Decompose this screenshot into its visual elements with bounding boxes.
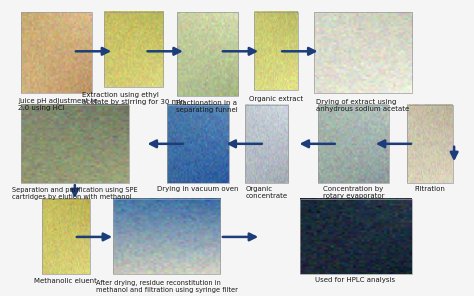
Text: Drying of extract using
anhydrous sodium acetate: Drying of extract using anhydrous sodium… [316,99,409,112]
Text: Separation and purification using SPE
cartridges by elution with methanol: Separation and purification using SPE ca… [12,187,137,200]
Text: Fractionation in a
separating funnel: Fractionation in a separating funnel [176,100,238,113]
Bar [407,105,453,183]
Bar [113,199,220,274]
Text: Used for HPLC analysis: Used for HPLC analysis [316,277,396,283]
Text: Organic
concentrate: Organic concentrate [246,186,288,199]
Bar [318,105,389,183]
Bar [21,105,128,183]
Bar [254,12,298,90]
Text: After drying, residue reconstitution in
methanol and filtration using syringe fi: After drying, residue reconstitution in … [96,280,237,293]
Text: Filtration: Filtration [414,186,446,192]
Text: Methanolic eluent: Methanolic eluent [34,278,97,284]
Bar [177,12,238,96]
Text: Drying in vacuum oven: Drying in vacuum oven [157,186,239,192]
Bar [21,12,92,93]
Bar [300,199,412,274]
Bar [104,12,163,87]
Text: Extraction using ethyl
acetate by stirring for 30 min: Extraction using ethyl acetate by stirri… [82,92,185,105]
Bar [42,199,90,274]
Bar [245,105,289,183]
Text: Organic extract: Organic extract [248,96,303,102]
Text: Concentration by
rotary evaporator: Concentration by rotary evaporator [322,186,384,199]
Bar [313,12,412,93]
Bar [167,105,229,183]
Text: Juice pH adjustment to
2.0 using HCl: Juice pH adjustment to 2.0 using HCl [18,98,98,110]
